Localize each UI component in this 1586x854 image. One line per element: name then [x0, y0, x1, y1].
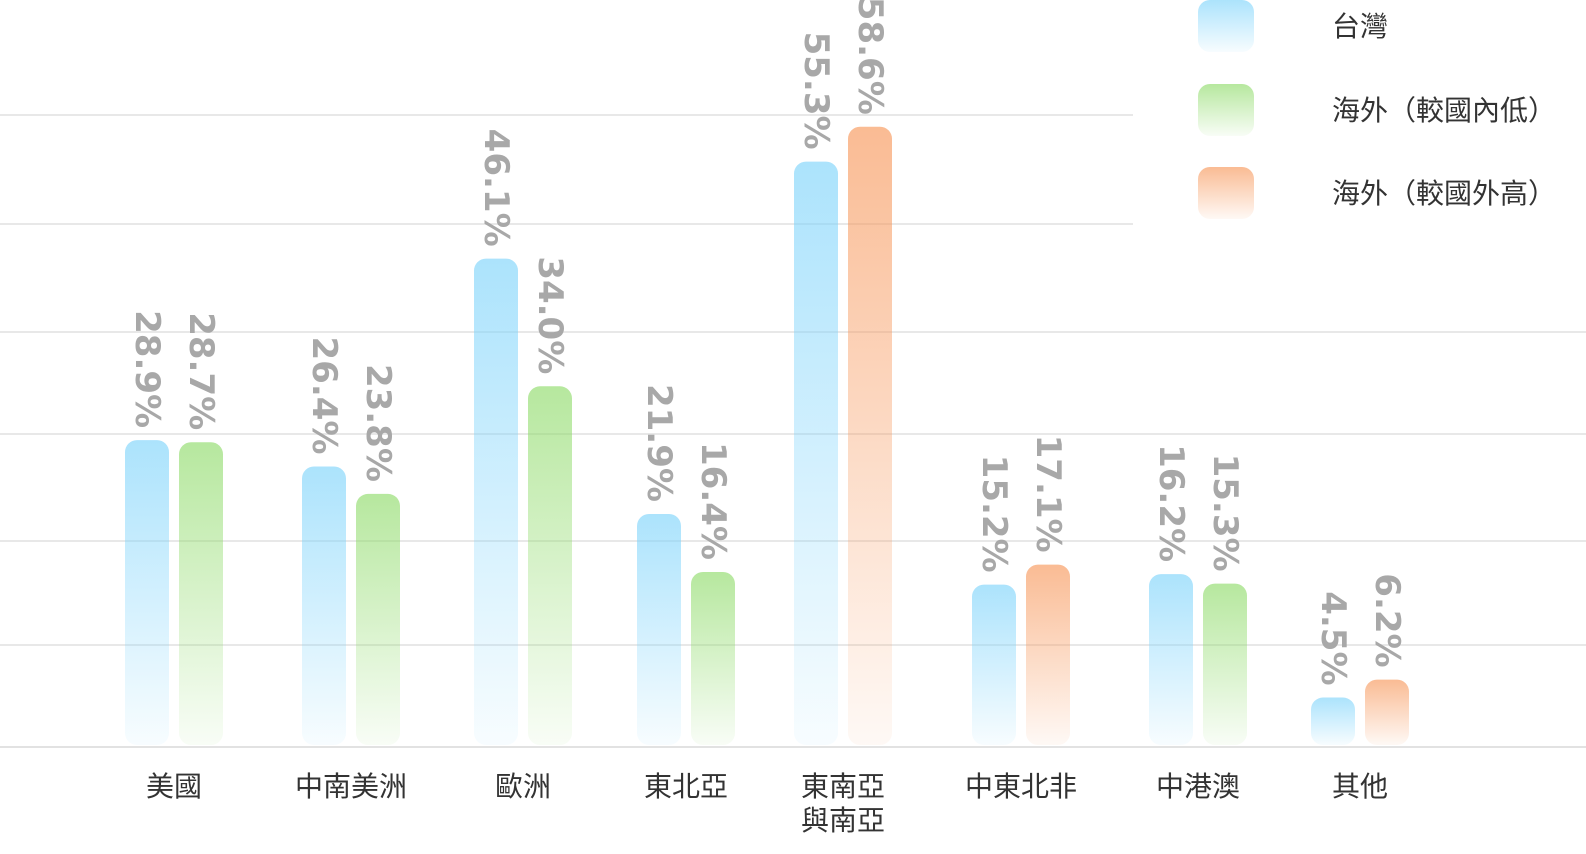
legend-item: 海外（較國外高）: [1198, 167, 1556, 219]
grid-lines: [0, 114, 1586, 748]
bar-taiwan: [972, 584, 1016, 745]
bar-taiwan: [125, 440, 169, 745]
bar-group: 26.4% 23.8%: [302, 337, 400, 745]
category-label: 中東北非: [965, 770, 1077, 803]
bar-overseas_low: [691, 571, 735, 745]
value-label: 16.2%: [1151, 444, 1191, 562]
bar-overseas_low: [1203, 583, 1247, 745]
legend-item: 台灣: [1198, 0, 1388, 52]
bar-taiwan: [637, 513, 681, 745]
value-label: 15.2%: [974, 455, 1014, 573]
value-label: 15.3%: [1205, 454, 1245, 572]
bar-group: 21.9% 16.4%: [637, 384, 735, 745]
bar-taiwan: [474, 258, 518, 745]
value-label: 21.9%: [639, 384, 679, 502]
value-label: 58.6%: [850, 0, 890, 115]
bar-group: 4.5% 6.2%: [1311, 573, 1409, 745]
bar-overseas_low: [179, 442, 223, 745]
category-label: 美國: [146, 770, 202, 803]
bar-overseas_high: [1365, 679, 1409, 745]
category-label: 與南亞: [801, 804, 885, 837]
value-label: 23.8%: [358, 364, 398, 482]
category-label: 中港澳: [1156, 770, 1240, 803]
value-label: 28.9%: [127, 310, 167, 428]
legend-swatch: [1198, 84, 1254, 136]
value-label: 16.4%: [693, 442, 733, 560]
value-label: 26.4%: [304, 337, 344, 455]
bar-overseas_low: [356, 493, 400, 745]
bar-taiwan: [794, 161, 838, 745]
category-label: 其他: [1332, 770, 1388, 803]
legend-label: 海外（較國外高）: [1332, 177, 1556, 210]
category-label: 中南美洲: [295, 770, 407, 803]
category-label: 東南亞: [801, 770, 885, 803]
bar-group: 28.9% 28.7%: [125, 310, 223, 745]
value-label: 28.7%: [181, 312, 221, 430]
category-label: 東北亞: [644, 770, 728, 803]
value-label: 6.2%: [1367, 573, 1407, 667]
legend-swatch: [1198, 0, 1254, 52]
bar-group: 46.1% 34.0%: [474, 129, 572, 745]
bar-overseas_high: [1026, 564, 1070, 745]
legend-label: 海外（較國內低）: [1332, 94, 1556, 127]
value-label: 46.1%: [476, 129, 516, 247]
value-label: 4.5%: [1313, 591, 1353, 685]
legend-swatch: [1198, 167, 1254, 219]
value-label: 55.3%: [796, 32, 836, 150]
bar-group: 55.3% 58.6%: [794, 0, 892, 745]
bar-group: 16.2% 15.3%: [1149, 444, 1247, 745]
legend-item: 海外（較國內低）: [1198, 84, 1556, 136]
bar-taiwan: [1311, 697, 1355, 745]
bar-overseas_low: [528, 386, 572, 745]
bar-groups: 28.9% 28.7% 26.4% 23.8% 46.1% 34.0% 21.9% 16.4%…: [125, 0, 1409, 745]
bar-group: 15.2% 17.1%: [972, 435, 1070, 745]
bar-overseas_high: [848, 126, 892, 745]
bar-taiwan: [1149, 574, 1193, 745]
value-label: 17.1%: [1028, 435, 1068, 553]
legend-label: 台灣: [1332, 10, 1388, 43]
bar-taiwan: [302, 466, 346, 745]
category-label: 歐洲: [495, 770, 551, 803]
value-label: 34.0%: [530, 256, 570, 374]
